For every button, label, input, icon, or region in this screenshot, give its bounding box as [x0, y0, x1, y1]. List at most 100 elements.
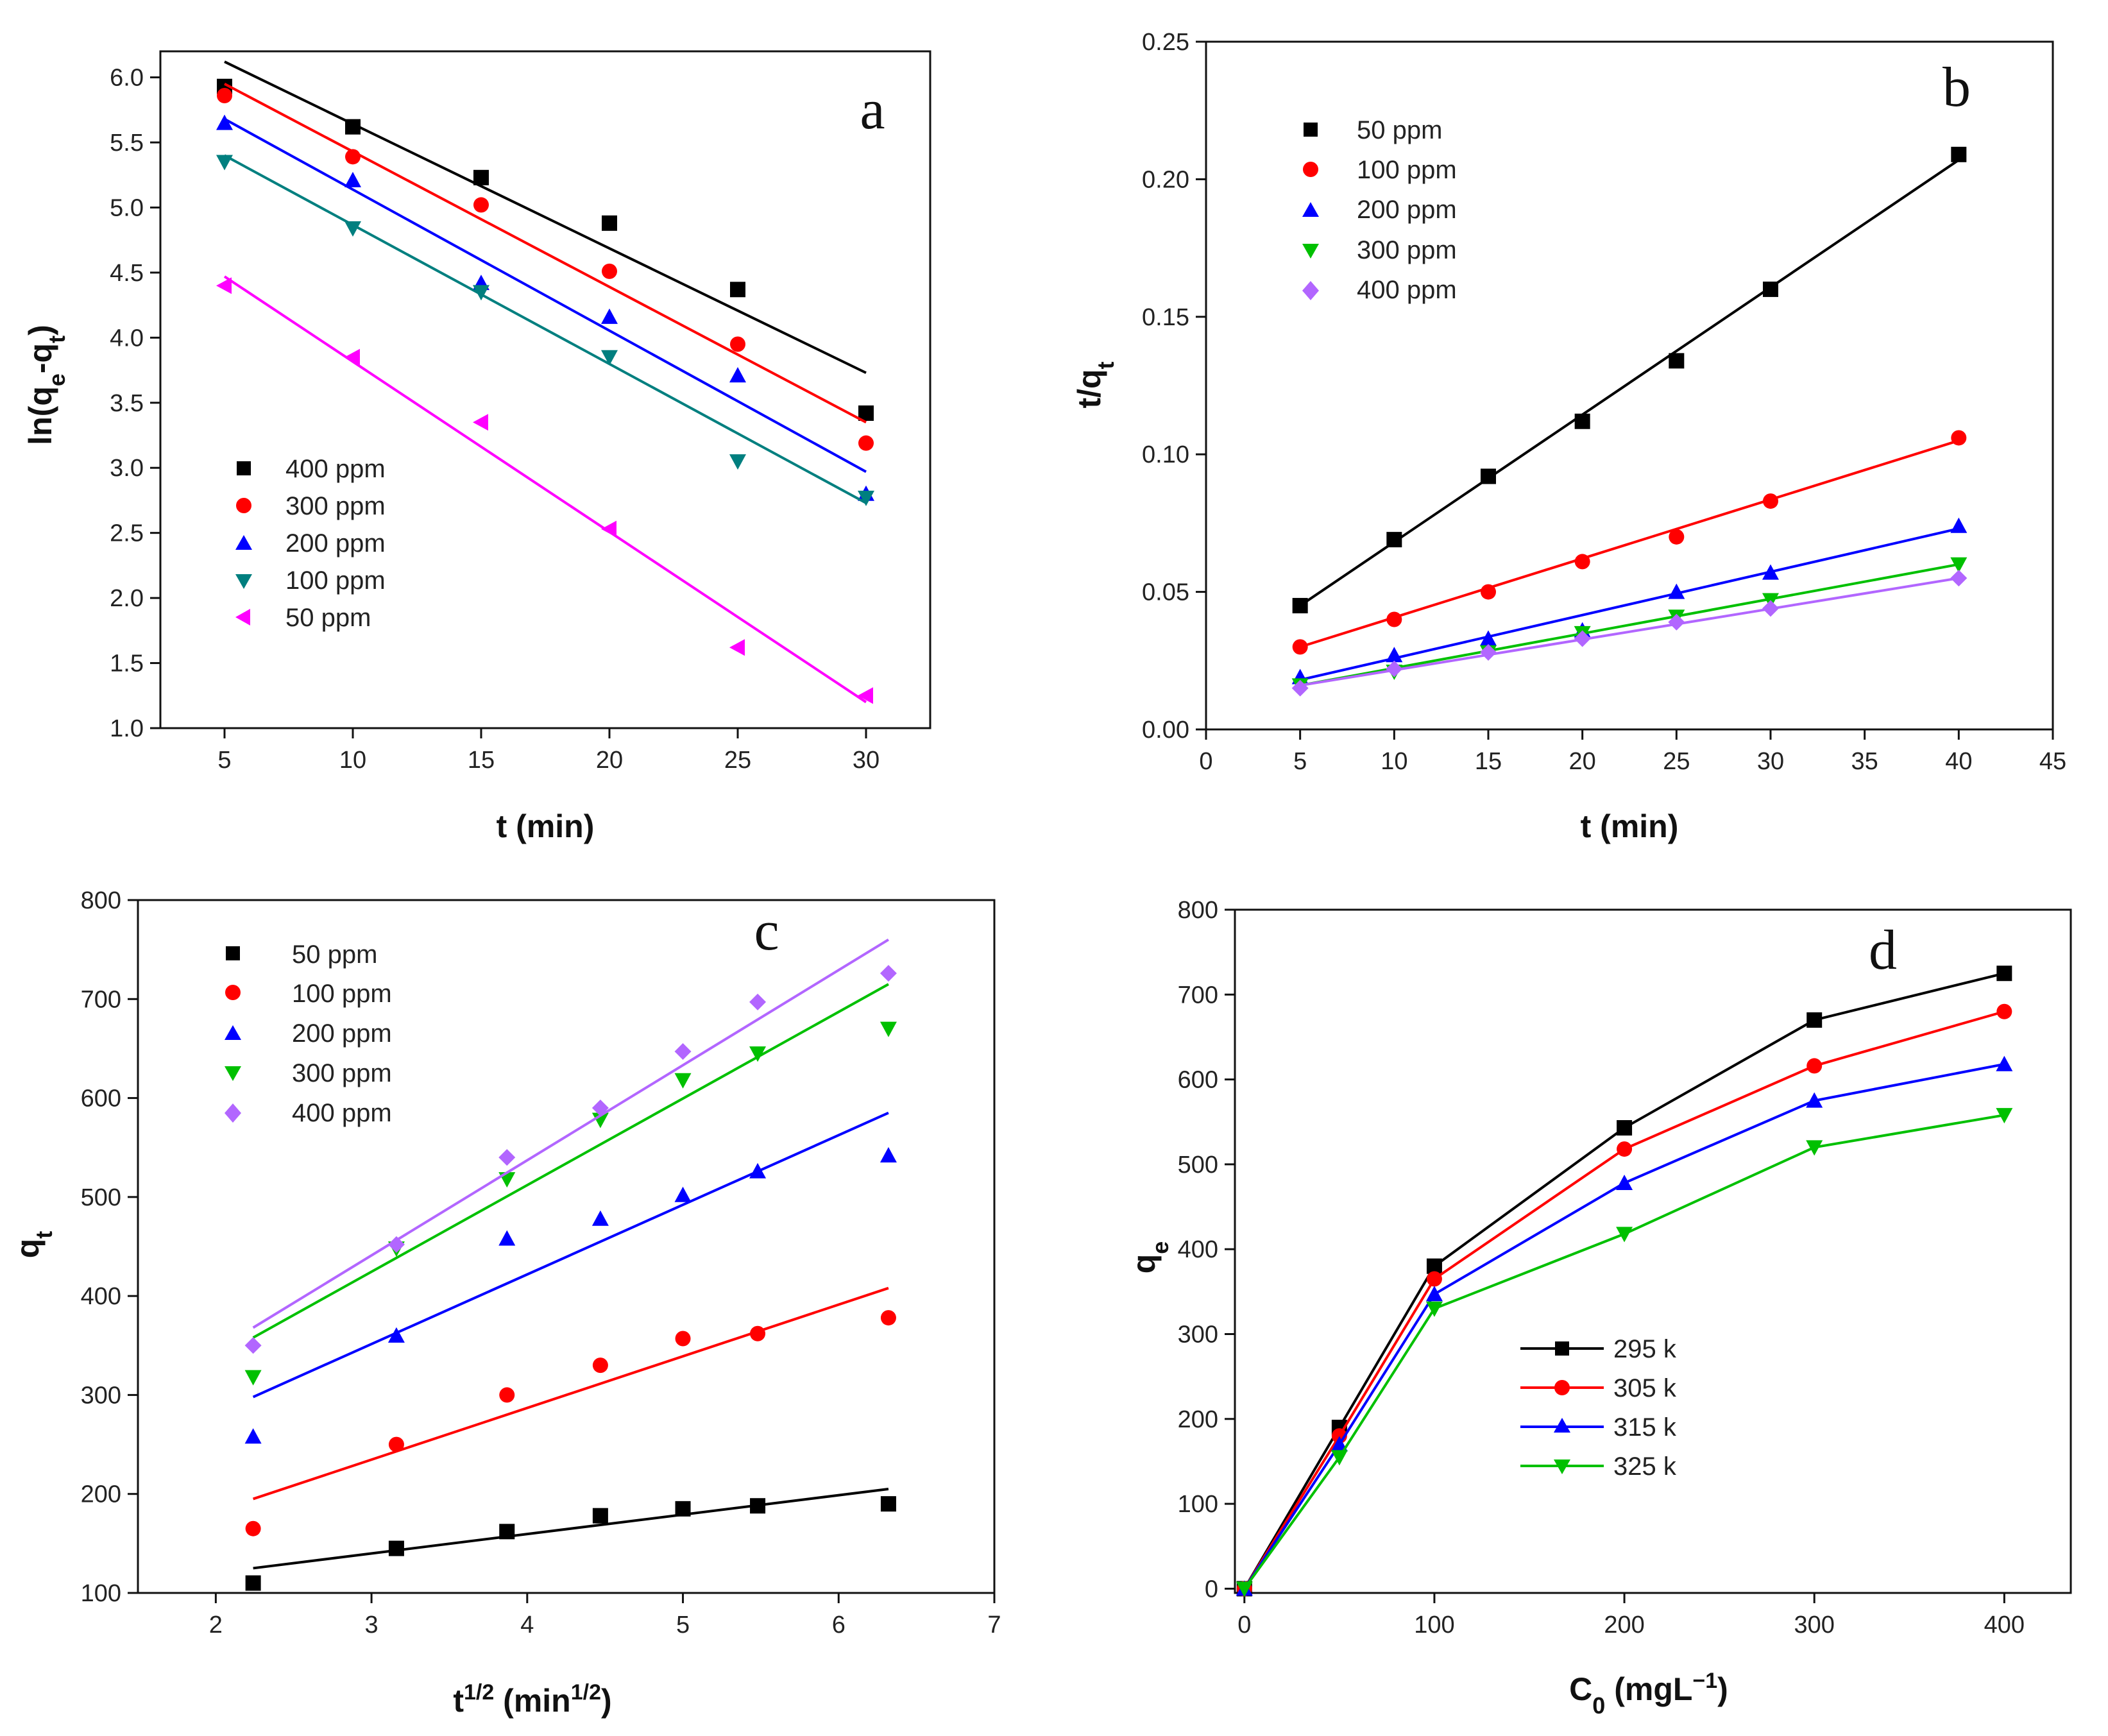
- panel-c-series-3-point: [674, 1073, 692, 1089]
- panel-a-xtick-label: 25: [724, 747, 751, 774]
- panel-c-series-4-point: [244, 1337, 262, 1354]
- panel-d-letter: d: [1869, 919, 1897, 982]
- panel-c-plot: 2 3 4 5 6 7 100 200 300 400 500 600 700 800: [81, 887, 1001, 1638]
- panel-c-series-2-point: [674, 1186, 692, 1202]
- svg-text:300 ppm: 300 ppm: [292, 1059, 392, 1087]
- panel-b: 0 5 10 15 20 25 30 35 40 45 0.00 0.05 0.10 0.15 0.20 0.…: [1071, 29, 2066, 844]
- panel-b-series-2-point: [1950, 517, 1968, 533]
- panel-d-xtick-label: 200: [1604, 1612, 1644, 1638]
- panel-c-series-3-point: [244, 1370, 262, 1386]
- panel-b-ytick-label: 0.10: [1142, 441, 1189, 468]
- panel-b-series-1-fit-line: [1300, 439, 1959, 649]
- panel-a-xtick-label: 30: [853, 747, 880, 774]
- panel-b-series-1-point: [1386, 611, 1402, 627]
- panel-c-series-2-point: [387, 1327, 405, 1343]
- svg-text:315 k: 315 k: [1613, 1413, 1677, 1442]
- panel-a-series-0-point: [730, 282, 745, 298]
- panel-c-series-1-point: [880, 1310, 896, 1326]
- panel-a-ytick-label: 2.5: [110, 520, 144, 547]
- panel-b-ytick-label: 0.05: [1142, 579, 1189, 606]
- panel-c-legend-item-4: 400 ppm: [225, 1099, 392, 1127]
- panel-b-series-0-point: [1951, 146, 1967, 162]
- panel-b-legend-item-4: 400 ppm: [1302, 276, 1457, 304]
- panel-c-series-4-fit-line: [252, 939, 889, 1329]
- panel-b-series-1-point: [1481, 584, 1496, 600]
- panel-c-series-3-point: [880, 1021, 897, 1037]
- panel-c-series-4-point: [387, 1236, 405, 1253]
- panel-d-series-3-point: [1425, 1301, 1443, 1317]
- panel-b-series-2-point: [1480, 630, 1497, 646]
- panel-a-series-2-point: [601, 308, 618, 324]
- panel-d-ytick-label: 0: [1205, 1576, 1218, 1603]
- panel-c-letter: c: [754, 900, 779, 962]
- panel-d-series-2-line: [1243, 1062, 2005, 1590]
- panel-d-series-0-line: [1243, 972, 2005, 1590]
- panel-d-legend: 295 k 305 k 315 k 325 k: [1520, 1335, 1677, 1481]
- panel-b-ytick-label: 0.20: [1142, 166, 1189, 193]
- panel-d-xtick-label: 300: [1794, 1612, 1835, 1638]
- panel-c-ytick-label: 300: [81, 1382, 121, 1409]
- panel-c-series-0-point: [245, 1575, 261, 1591]
- panel-d-series-2-point: [1806, 1092, 1823, 1108]
- panel-b-ytick-label: 0.25: [1142, 29, 1189, 56]
- panel-d-ytick-label: 200: [1178, 1406, 1218, 1433]
- panel-b-series-4-point: [1574, 630, 1591, 647]
- panel-b-series-2-point: [1668, 583, 1685, 599]
- panel-b-xtick-label: 25: [1663, 748, 1690, 775]
- panel-a-ytick-label: 1.5: [110, 651, 144, 677]
- panel-c-series-0-point: [388, 1540, 404, 1556]
- panel-d-series-3-point: [1996, 1108, 2013, 1124]
- svg-text:400 ppm: 400 ppm: [285, 455, 386, 483]
- panel-c-ytick-label: 600: [81, 1085, 121, 1112]
- panel-d-legend-item-0: 295 k: [1520, 1335, 1677, 1363]
- panel-c-series-1-point: [675, 1331, 691, 1347]
- panel-c-legend-item-0: 50 ppm: [226, 940, 377, 969]
- panel-b-legend-item-3: 300 ppm: [1302, 236, 1457, 264]
- panel-b-series-1-point: [1763, 493, 1778, 509]
- panel-b-series-0-point: [1292, 598, 1308, 614]
- panel-c-series-0-fit-line: [253, 1488, 889, 1570]
- panel-c-legend-item-1: 100 ppm: [225, 980, 392, 1008]
- panel-c-series-4-point: [591, 1100, 609, 1116]
- panel-b-xtick-label: 40: [1945, 748, 1972, 775]
- panel-a-series-3-point: [473, 285, 489, 301]
- panel-a-series-3-point: [216, 155, 233, 171]
- panel-a-series-1-point: [730, 336, 745, 352]
- panel-b-letter: b: [1942, 56, 1971, 119]
- panel-a-series-1-point: [345, 149, 361, 165]
- panel-c-frame: [137, 899, 996, 1594]
- panel-c-series-3-point: [591, 1112, 609, 1128]
- panel-d-series-3-point: [1330, 1450, 1348, 1466]
- panel-a-series-3-point: [858, 490, 874, 506]
- panel-c-series-4-point: [674, 1043, 692, 1060]
- panel-b-series-2-point: [1386, 647, 1403, 663]
- panel-a-ytick-label: 2.0: [110, 585, 144, 612]
- panel-c-series-2-point: [591, 1210, 609, 1226]
- panel-b-legend: 50 ppm 100 ppm 200 ppm 300 ppm 400 ppm: [1302, 116, 1457, 304]
- panel-a-ytick-label: 5.5: [110, 130, 144, 157]
- panel-c-series-2-fit-line: [252, 1111, 889, 1399]
- panel-a-series-4-point: [729, 639, 745, 656]
- panel-a-xtick-label: 10: [339, 747, 366, 774]
- panel-d-legend-item-3: 325 k: [1520, 1452, 1677, 1481]
- panel-a-ytick-label: 4.0: [110, 325, 144, 352]
- panel-d-series-2-point: [1330, 1436, 1348, 1452]
- panel-b-series-0-point: [1481, 468, 1496, 484]
- panel-c-series-3-point: [749, 1046, 767, 1062]
- panel-b-series-3-point: [1950, 557, 1968, 573]
- panel-b-plot: 0 5 10 15 20 25 30 35 40 45 0.00 0.05 0.10 0.15 0.20 0.…: [1142, 29, 2066, 775]
- panel-b-series-1-point: [1292, 639, 1308, 655]
- svg-text:50 ppm: 50 ppm: [292, 940, 377, 969]
- panel-a-xlabel: t (min): [497, 808, 595, 844]
- panel-b-ytick-label: 0.15: [1142, 304, 1189, 331]
- panel-b-frame: [1205, 40, 2054, 731]
- panel-a-series-1-fit-line: [224, 82, 867, 423]
- panel-a-ytick-label: 3.0: [110, 455, 144, 482]
- svg-text:200 ppm: 200 ppm: [292, 1019, 392, 1048]
- panel-d-series-1-point: [1996, 1003, 2012, 1019]
- panel-c-series-0-point: [592, 1508, 608, 1524]
- svg-text:50 ppm: 50 ppm: [1357, 116, 1442, 144]
- panel-a-series-2-point: [344, 171, 361, 187]
- panel-b-series-4-point: [1291, 679, 1309, 697]
